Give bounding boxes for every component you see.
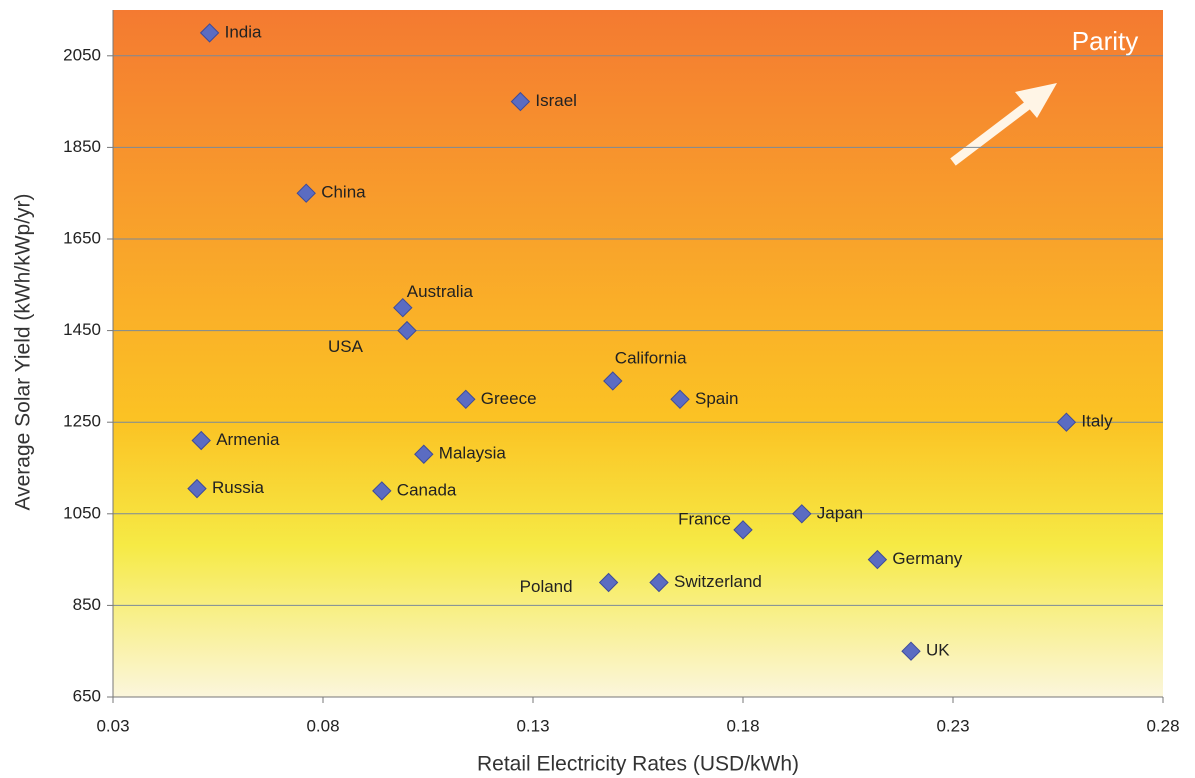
point bbox=[670, 389, 690, 410]
point bbox=[397, 320, 417, 341]
y-tick-label: 1250 bbox=[63, 412, 101, 431]
point-label: Germany bbox=[892, 549, 962, 568]
point-label: Malaysia bbox=[439, 444, 507, 463]
annotation: Parity bbox=[1072, 26, 1138, 56]
point-label: Poland bbox=[520, 577, 573, 596]
arrow-head bbox=[1015, 83, 1057, 118]
point bbox=[456, 389, 476, 410]
y-tick-label: 1650 bbox=[63, 228, 101, 247]
point-label: France bbox=[678, 509, 731, 528]
point bbox=[372, 481, 392, 501]
point-label: Switzerland bbox=[674, 572, 762, 591]
point bbox=[296, 183, 316, 203]
x-tick-label: 0.13 bbox=[516, 716, 549, 735]
point bbox=[733, 520, 753, 540]
y-tick-label: 1450 bbox=[63, 320, 101, 339]
arrow bbox=[950, 92, 1043, 166]
point-label: Japan bbox=[817, 503, 863, 522]
point-label: UK bbox=[926, 641, 950, 660]
point bbox=[393, 297, 413, 318]
point bbox=[199, 23, 220, 43]
point bbox=[414, 444, 434, 464]
y-tick-label: 1850 bbox=[63, 137, 101, 156]
point bbox=[510, 91, 531, 112]
y-tick-label: 650 bbox=[73, 686, 101, 705]
point-label: Canada bbox=[397, 480, 457, 499]
point-label: Armenia bbox=[216, 430, 280, 449]
point-label: USA bbox=[328, 337, 364, 356]
point-label: Spain bbox=[695, 389, 738, 408]
point bbox=[598, 572, 619, 593]
y-tick-label: 1050 bbox=[63, 503, 101, 522]
y-axis-title: Average Solar Yield (kWh/kWp/yr) bbox=[12, 193, 35, 510]
x-tick-label: 0.23 bbox=[936, 716, 969, 735]
point-label: China bbox=[321, 183, 366, 202]
point bbox=[1056, 412, 1077, 432]
point bbox=[867, 549, 888, 570]
point bbox=[901, 641, 921, 661]
point-label: India bbox=[225, 22, 262, 41]
point bbox=[649, 572, 669, 593]
point-label: Russia bbox=[212, 478, 265, 497]
y-tick-label: 2050 bbox=[63, 45, 101, 64]
point bbox=[187, 478, 207, 499]
x-axis-title: Retail Electricity Rates (USD/kWh) bbox=[477, 753, 799, 776]
point-label: Israel bbox=[535, 91, 577, 110]
point bbox=[792, 504, 812, 524]
point bbox=[191, 430, 211, 451]
point-label: Greece bbox=[481, 389, 537, 408]
x-tick-label: 0.03 bbox=[96, 716, 129, 735]
y-tick-label: 850 bbox=[73, 595, 101, 614]
point-label: Australia bbox=[407, 282, 474, 301]
x-tick-label: 0.28 bbox=[1146, 716, 1179, 735]
point bbox=[603, 371, 623, 391]
x-tick-label: 0.08 bbox=[306, 716, 339, 735]
plot-area bbox=[113, 10, 1163, 697]
point-label: Italy bbox=[1081, 412, 1113, 431]
x-tick-label: 0.18 bbox=[726, 716, 759, 735]
point-label: California bbox=[615, 348, 687, 367]
